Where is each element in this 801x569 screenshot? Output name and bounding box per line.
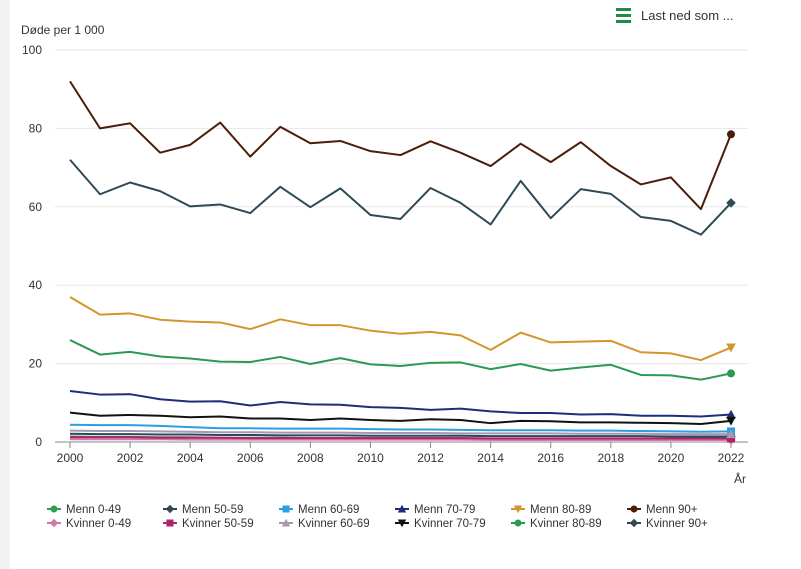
legend-label: Menn 80-89 — [530, 504, 591, 516]
series-line-kvinner-50-59 — [70, 436, 731, 440]
legend-label: Menn 0-49 — [66, 504, 121, 516]
end-point-kvinner-50-59 — [727, 434, 735, 443]
legend-label: Kvinner 60-69 — [298, 518, 370, 530]
series-line-kvinner-90 — [69, 159, 732, 236]
series-line-menn-80-89 — [69, 296, 732, 362]
legend-label: Kvinner 0-49 — [66, 518, 131, 530]
series-line-menn-90 — [69, 80, 732, 211]
legend-item-kvinner-50-59[interactable]: Kvinner 50-59 — [163, 518, 254, 530]
x-tick-label: 2010 — [357, 451, 384, 465]
x-axis-label: År — [734, 471, 746, 486]
hamburger-menu-icon — [616, 8, 631, 23]
legend-marker — [166, 519, 174, 527]
end-point-menn-90 — [727, 130, 735, 139]
legend-marker — [50, 505, 58, 513]
y-axis-ticks: 0 20 40 60 80 100 — [22, 43, 42, 449]
legend-label: Kvinner 50-59 — [182, 518, 254, 530]
legend-marker — [165, 504, 175, 514]
x-tick-label: 2016 — [537, 451, 564, 465]
legend-item-menn-60-69[interactable]: Menn 60-69 — [279, 504, 359, 516]
legend-item-menn-0-49[interactable]: Menn 0-49 — [47, 504, 121, 516]
x-tick-label: 2018 — [597, 451, 624, 465]
legend-marker — [397, 504, 407, 513]
legend-item-kvinner-70-79[interactable]: Kvinner 70-79 — [395, 518, 486, 530]
x-tick-label: 2008 — [297, 451, 324, 465]
y-tick-label: 40 — [29, 278, 43, 292]
y-tick-label: 100 — [22, 43, 42, 57]
legend-item-menn-50-59[interactable]: Menn 50-59 — [163, 504, 243, 516]
x-tick-label: 2000 — [57, 451, 84, 465]
legend-label: Kvinner 70-79 — [414, 518, 486, 530]
end-point-menn-80-89 — [726, 343, 736, 353]
x-tick-label: 2012 — [417, 451, 444, 465]
legend-label: Kvinner 90+ — [646, 518, 708, 530]
series-menn-90 — [69, 80, 735, 211]
legend[interactable]: Menn 0-49 Menn 50-59 Menn 60-69 Menn 70-79 M… — [47, 504, 708, 530]
x-tick-label: 2006 — [237, 451, 264, 465]
series-kvinner-50-59 — [70, 434, 735, 443]
left-edge-strip — [0, 0, 10, 569]
legend-item-menn-80-89[interactable]: Menn 80-89 — [511, 504, 591, 516]
series-menn-80-89 — [69, 296, 736, 362]
x-tick-label: 2020 — [658, 451, 685, 465]
legend-marker — [629, 518, 639, 528]
download-menu-button[interactable]: Last ned som ... — [616, 8, 734, 23]
legend-item-kvinner-80-89[interactable]: Kvinner 80-89 — [511, 518, 602, 530]
legend-item-kvinner-90[interactable]: Kvinner 90+ — [627, 518, 708, 530]
series-line-menn-70-79 — [69, 390, 732, 418]
x-tick-label: 2004 — [177, 451, 204, 465]
x-tick-label: 2014 — [477, 451, 504, 465]
legend-marker — [281, 518, 291, 527]
legend-marker — [49, 518, 59, 528]
legend-marker — [282, 505, 290, 513]
series-line-kvinner-80-89 — [69, 339, 732, 381]
legend-label: Kvinner 80-89 — [530, 518, 602, 530]
legend-item-kvinner-0-49[interactable]: Kvinner 0-49 — [47, 518, 131, 530]
series-kvinner-60-69 — [69, 429, 736, 439]
legend-item-menn-90[interactable]: Menn 90+ — [627, 504, 698, 516]
y-tick-label: 0 — [35, 435, 42, 449]
series-line-menn-50-59 — [69, 432, 731, 438]
series-line-kvinner-60-69 — [69, 429, 731, 436]
legend-marker — [397, 519, 407, 528]
grid-lines — [55, 49, 748, 443]
series-line-kvinner-70-79 — [69, 411, 732, 425]
legend-label: Menn 90+ — [646, 504, 698, 516]
x-tick-label: 2002 — [117, 451, 144, 465]
y-tick-label: 80 — [29, 121, 43, 135]
series-line-menn-60-69 — [69, 423, 732, 433]
download-label: Last ned som ... — [641, 8, 734, 23]
series-menn-70-79 — [69, 390, 736, 419]
end-point-kvinner-70-79 — [726, 416, 736, 426]
series-kvinner-80-89 — [69, 339, 735, 381]
end-point-kvinner-80-89 — [727, 369, 735, 378]
y-tick-label: 20 — [29, 357, 43, 371]
legend-label: Menn 50-59 — [182, 504, 243, 516]
legend-item-kvinner-60-69[interactable]: Kvinner 60-69 — [279, 518, 370, 530]
end-point-menn-70-79 — [726, 409, 736, 419]
legend-item-menn-70-79[interactable]: Menn 70-79 — [395, 504, 475, 516]
legend-label: Menn 60-69 — [298, 504, 359, 516]
x-tick-label: 2022 — [718, 451, 745, 465]
legend-marker — [514, 519, 522, 527]
end-point-kvinner-60-69 — [726, 429, 736, 439]
legend-marker — [513, 505, 523, 514]
series-kvinner-70-79 — [69, 411, 736, 426]
y-tick-label: 60 — [29, 200, 43, 214]
series-kvinner-90 — [69, 159, 736, 236]
series-line-kvinner-0-49 — [70, 438, 731, 442]
y-axis-label: Døde per 1 000 — [21, 23, 105, 37]
end-point-kvinner-90 — [726, 198, 736, 208]
series-lines — [69, 80, 736, 445]
legend-label: Menn 70-79 — [414, 504, 475, 516]
x-axis-ticks: 2000 2002 2004 2006 2008 2010 2012 2014 2016 2018… — [57, 442, 745, 465]
legend-marker — [630, 505, 638, 513]
